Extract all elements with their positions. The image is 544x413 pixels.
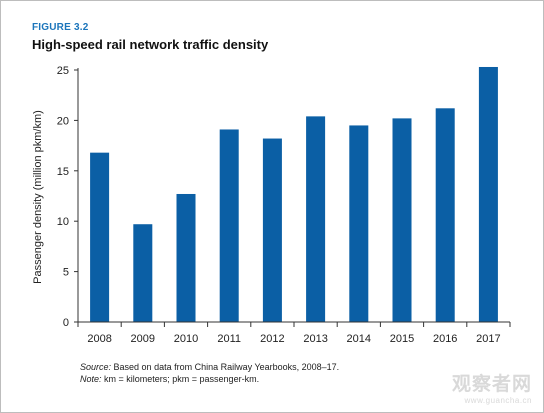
x-tick-label-2011: 2011	[217, 333, 241, 345]
x-tick-label-2009: 2009	[131, 333, 155, 345]
note-lead: Note:	[80, 374, 102, 384]
source-note: Source: Based on data from China Railway…	[80, 361, 339, 373]
y-tick-label-10: 10	[57, 216, 69, 228]
bar-2010	[176, 193, 196, 322]
bar-2011	[219, 129, 239, 322]
definition-note: Note: km = kilometers; pkm = passenger-k…	[80, 373, 339, 385]
x-tick-label-2014: 2014	[347, 333, 371, 345]
bar-2009	[133, 224, 153, 322]
figure-label: FIGURE 3.2	[32, 22, 89, 33]
note-text: km = kilometers; pkm = passenger-km.	[101, 374, 260, 384]
watermark-url: www.guancha.cn	[464, 396, 532, 405]
bars-group	[90, 66, 498, 323]
watermark-text: 观察者网	[451, 374, 532, 395]
labels-group: 0 5 10 15 20 25 2008 2009 2010 2011 2012 2013 2014 20…	[57, 65, 501, 345]
bar-2015	[392, 118, 412, 322]
bar-2008	[90, 152, 110, 322]
watermark: 观察者网 www.guancha.cn	[452, 369, 532, 405]
bar-2017	[478, 66, 498, 322]
source-text: Based on data from China Railway Yearboo…	[111, 362, 340, 372]
y-tick-label-5: 5	[63, 267, 69, 279]
x-tick-label-2012: 2012	[260, 333, 284, 345]
x-tick-label-2008: 2008	[87, 333, 111, 345]
x-tick-label-2017: 2017	[476, 333, 500, 345]
bar-2013	[306, 116, 326, 323]
notes: Source: Based on data from China Railway…	[80, 361, 339, 385]
y-tick-label-20: 20	[57, 115, 69, 127]
figure-title: High-speed rail network traffic density	[32, 37, 269, 52]
x-tick-label-2010: 2010	[174, 333, 198, 345]
bar-2016	[435, 108, 455, 322]
source-lead: Source:	[80, 362, 112, 372]
x-tick-label-2013: 2013	[303, 333, 327, 345]
y-tick-label-25: 25	[57, 65, 69, 77]
bar-2012	[262, 138, 282, 322]
x-tick-label-2015: 2015	[390, 333, 414, 345]
y-tick-label-15: 15	[57, 166, 69, 178]
y-tick-label-0: 0	[63, 317, 69, 329]
bar-2014	[349, 125, 369, 322]
axes-group	[74, 68, 511, 327]
y-axis-title: Passenger density (million pkm/km)	[32, 110, 44, 284]
x-tick-label-2016: 2016	[433, 333, 457, 345]
